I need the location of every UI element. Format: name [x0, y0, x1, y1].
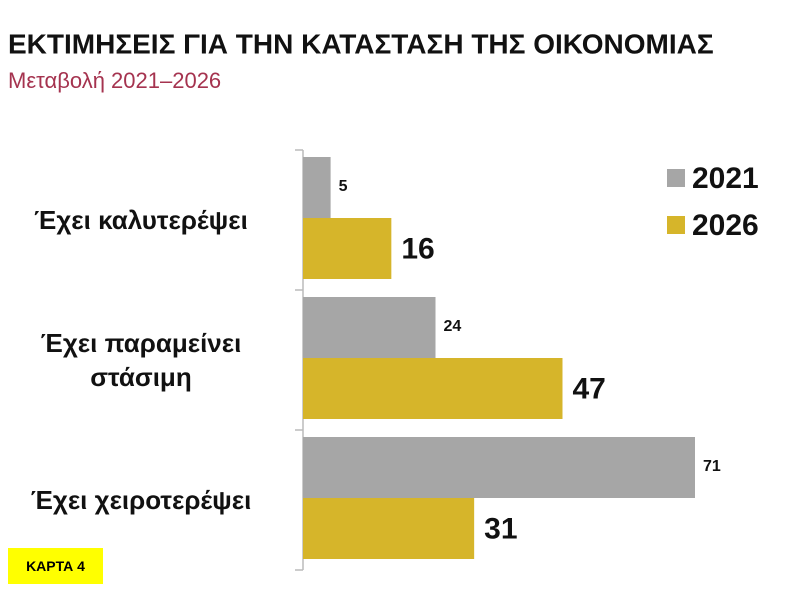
legend-label: 2026	[692, 209, 759, 242]
bar	[303, 498, 475, 559]
value-label: 47	[572, 372, 605, 405]
value-label: 31	[484, 512, 517, 545]
bar	[303, 218, 392, 279]
legend-label: 2021	[692, 162, 759, 195]
badge: ΚΑΡΤΑ 4	[8, 548, 103, 584]
legend-swatch	[667, 169, 685, 187]
value-label: 71	[703, 458, 721, 475]
value-label: 16	[401, 232, 434, 265]
chart-subtitle: Μεταβολή 2021–2026	[8, 68, 221, 93]
category-label: Έχει παραμείνει στάσιμη	[40, 328, 242, 392]
bar	[303, 358, 563, 419]
bar	[303, 157, 331, 218]
category-label: Έχει χειροτερέψει	[30, 485, 252, 515]
bar	[303, 437, 695, 498]
legend-swatch	[667, 216, 685, 234]
category-label: Έχει καλυτερέψει	[34, 205, 248, 235]
chart-title: ΕΚΤΙΜΗΣΕΙΣ ΓΙΑ ΤΗΝ ΚΑΤΑΣΤΑΣΗ ΤΗΣ ΟΙΚΟΝΟΜ…	[8, 28, 714, 59]
value-label: 24	[444, 318, 462, 335]
value-label: 5	[339, 178, 348, 195]
bar	[303, 297, 436, 358]
